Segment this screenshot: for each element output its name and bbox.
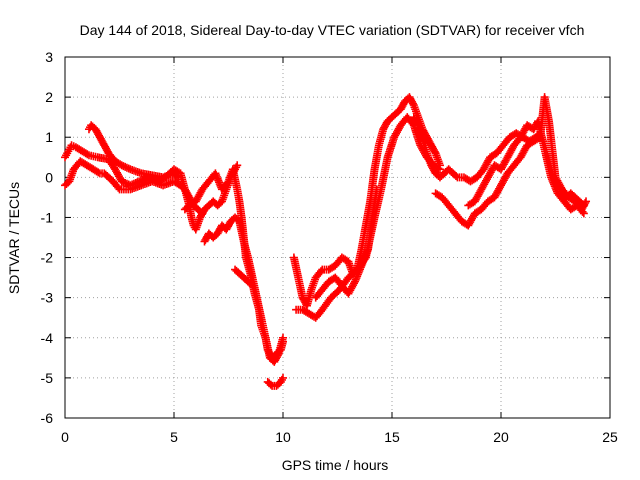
- data-point: [117, 177, 126, 186]
- y-tick-label: 0: [45, 169, 53, 185]
- data-point: [579, 209, 588, 218]
- data-point: [196, 208, 205, 217]
- data-point: [581, 199, 590, 208]
- data-point: [273, 351, 282, 360]
- data-point: [122, 163, 131, 172]
- axis-ticks: [64, 56, 611, 419]
- y-tick-label: -2: [41, 250, 54, 266]
- x-tick-label: 5: [170, 429, 178, 445]
- data-point: [435, 165, 444, 174]
- data-point: [248, 281, 257, 290]
- y-tick-label: 3: [45, 49, 53, 65]
- x-tick-label: 20: [493, 429, 509, 445]
- data-point: [582, 197, 591, 206]
- y-tick-label: 2: [45, 89, 53, 105]
- data-point: [114, 183, 123, 192]
- y-tick-labels: 3 2 1 0 -1 -2 -3 -4 -5 -6: [41, 49, 54, 426]
- y-tick-label: -4: [41, 330, 54, 346]
- x-tick-label: 15: [384, 429, 400, 445]
- data-point: [279, 373, 287, 382]
- y-tick-label: -3: [41, 290, 54, 306]
- data-point: [121, 178, 130, 187]
- data-point: [233, 161, 242, 170]
- x-tick-label: 25: [602, 429, 618, 445]
- data-point: [316, 267, 325, 276]
- plot-frame: [64, 56, 611, 419]
- data-point: [198, 209, 207, 218]
- y-tick-label: 1: [45, 129, 53, 145]
- data-point: [451, 171, 460, 180]
- data-point: [121, 162, 130, 171]
- data-point: [94, 168, 103, 177]
- data-point: [413, 119, 422, 128]
- data-point: [408, 99, 417, 108]
- data-point: [83, 150, 92, 159]
- data-point: [122, 179, 131, 188]
- data-point: [350, 279, 359, 288]
- x-tick-label: 10: [275, 429, 291, 445]
- data-points: [61, 93, 591, 390]
- data-point: [578, 207, 587, 216]
- data-point: [119, 162, 128, 171]
- x-tick-labels: 0 5 10 15 20 25: [61, 429, 618, 445]
- data-point: [372, 185, 381, 194]
- y-axis-label: SDTVAR / TECUs: [6, 182, 22, 294]
- y-tick-label: -1: [41, 209, 54, 225]
- grid-lines: [65, 57, 610, 418]
- y-tick-label: -5: [41, 370, 54, 386]
- data-point: [117, 161, 126, 170]
- data-point: [172, 171, 181, 180]
- x-tick-label: 0: [61, 429, 69, 445]
- data-point: [266, 380, 275, 389]
- data-point: [174, 173, 183, 182]
- x-axis-label: GPS time / hours: [282, 457, 389, 473]
- data-point: [279, 333, 287, 342]
- y-tick-label: -6: [41, 410, 54, 426]
- data-point: [124, 164, 133, 173]
- chart-title: Day 144 of 2018, Sidereal Day-to-day VTE…: [80, 22, 585, 38]
- data-point: [119, 178, 128, 187]
- data-point: [430, 147, 439, 156]
- data-point: [247, 280, 256, 289]
